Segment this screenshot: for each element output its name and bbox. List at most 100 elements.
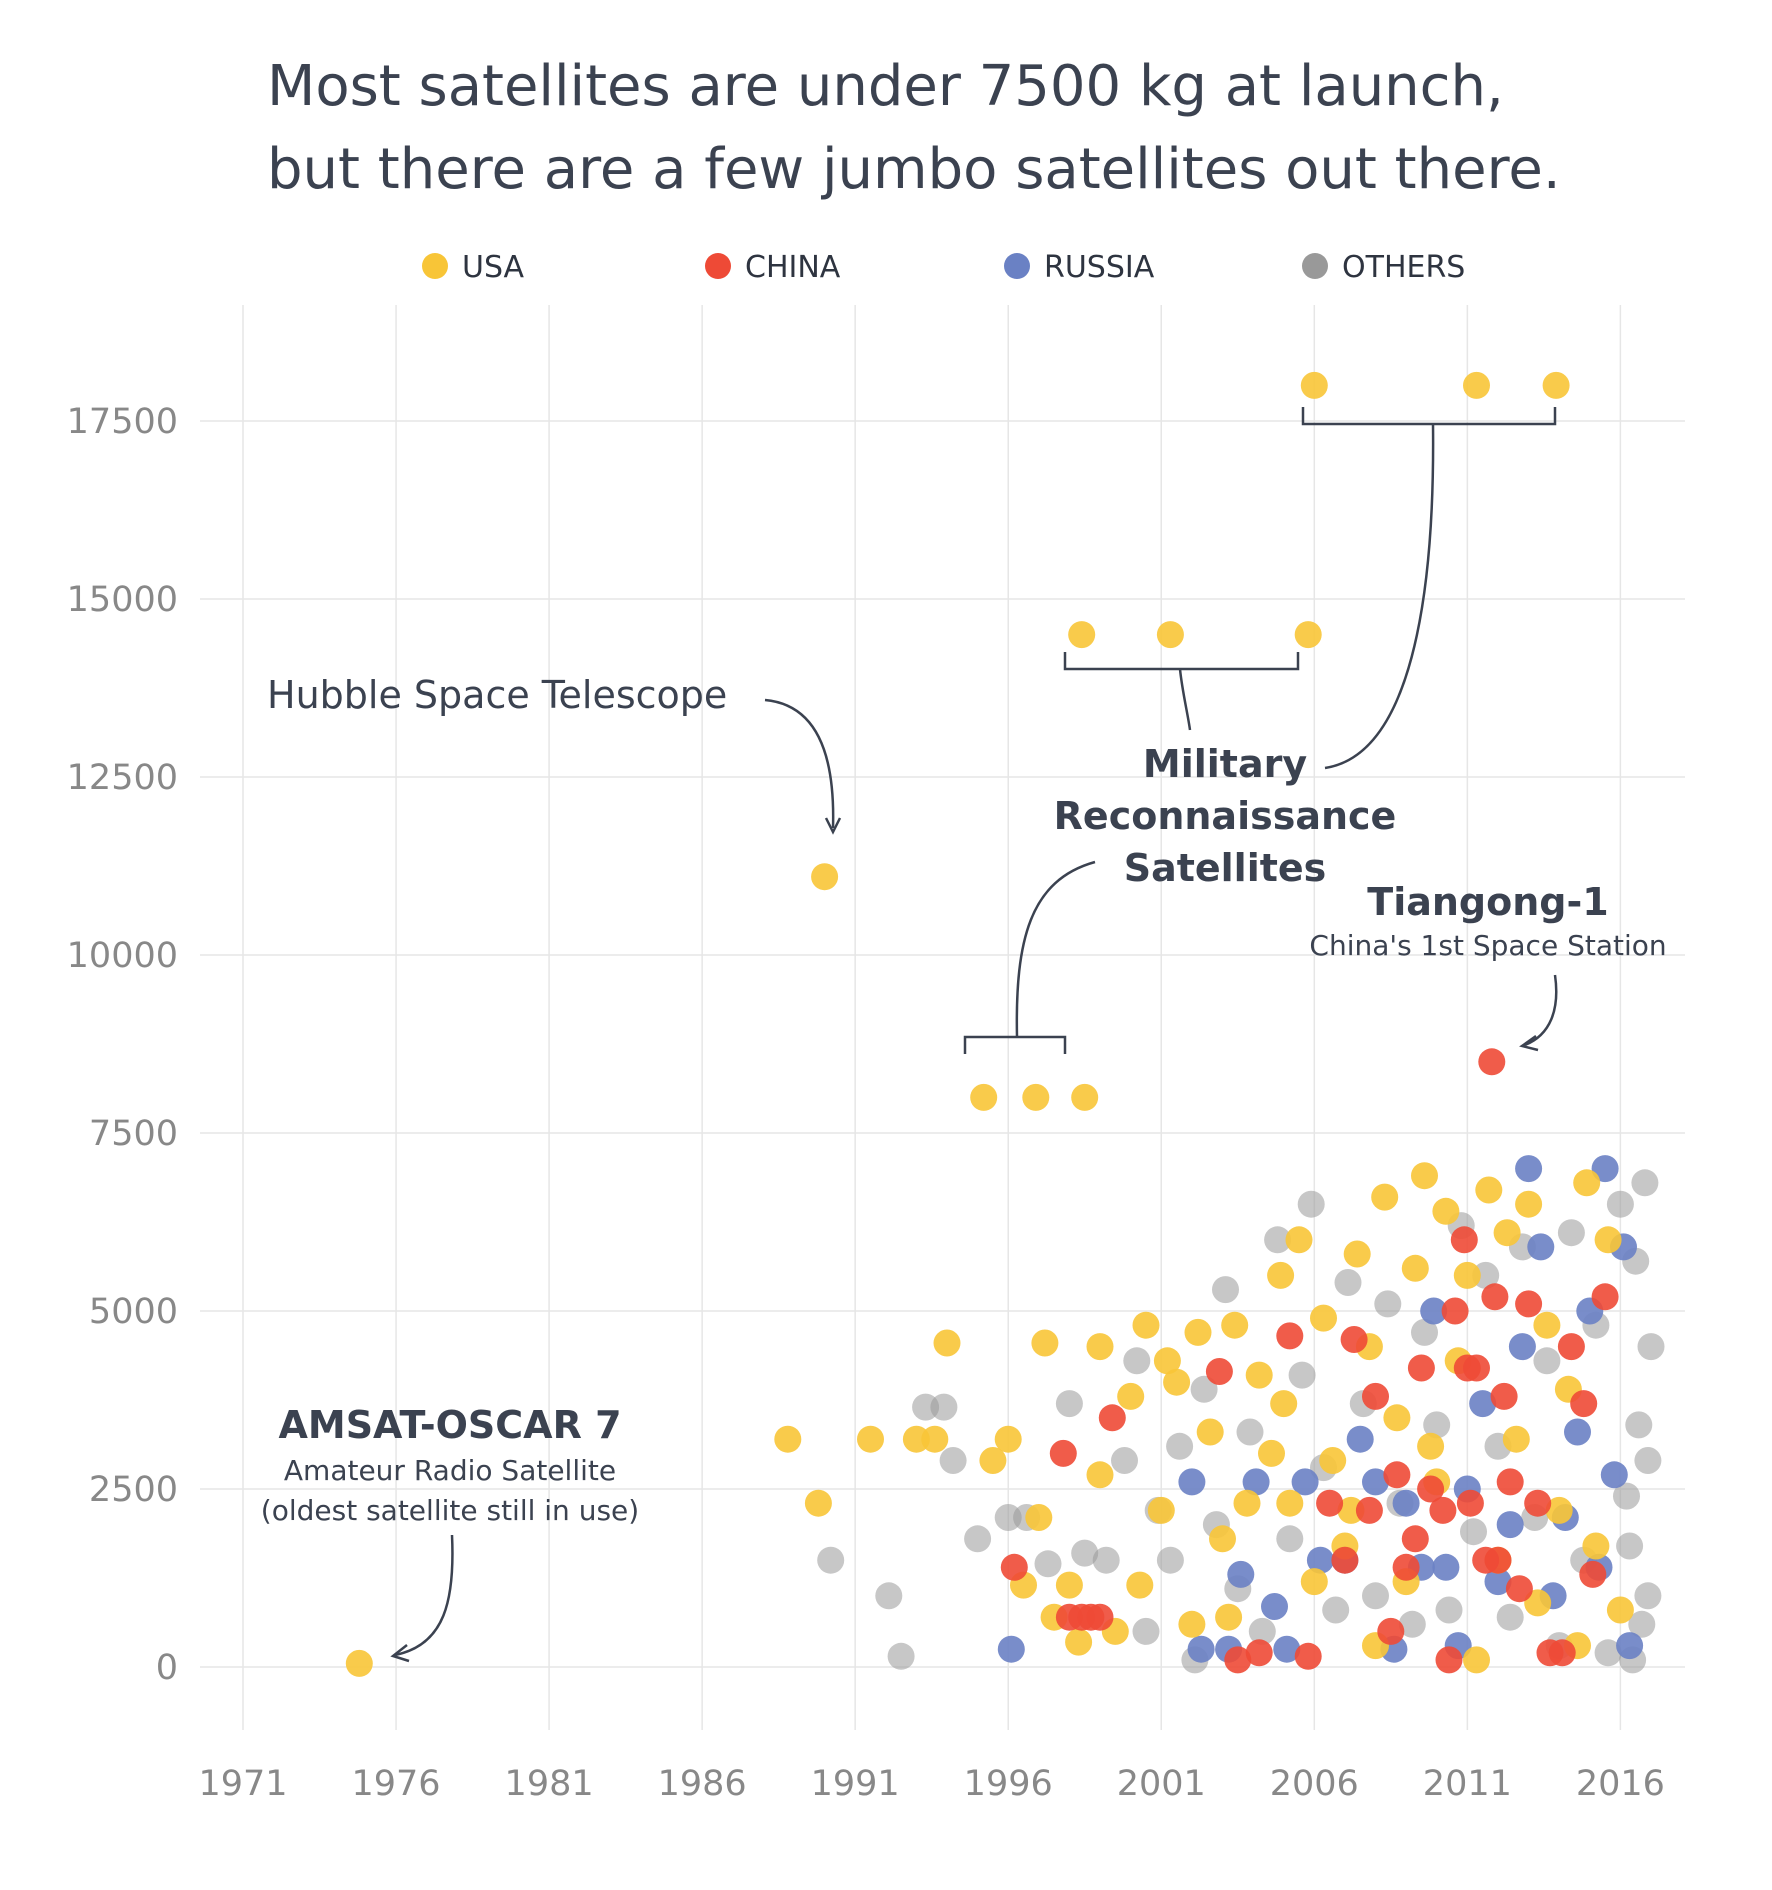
military-label-line-3: Satellites [1124, 846, 1327, 890]
point-others-55 [1613, 1482, 1640, 1510]
point-russia-22 [1496, 1511, 1524, 1539]
point-usa-51 [1371, 1183, 1399, 1211]
point-usa-79 [1417, 1432, 1445, 1460]
point-others-64 [1634, 1447, 1662, 1474]
point-china-42 [1456, 1489, 1484, 1517]
x-tick-label-1981: 1981 [505, 1764, 594, 1804]
x-tick-label-1986: 1986 [658, 1764, 747, 1804]
amsat-arrow [394, 1534, 454, 1657]
point-china-43 [1484, 1546, 1512, 1574]
x-tick-label-1996: 1996 [964, 1764, 1053, 1804]
point-others-38 [1411, 1318, 1438, 1346]
legend: USA CHINA RUSSIA OTHERS [422, 250, 1465, 285]
point-usa-7 [933, 1329, 961, 1357]
point-russia-31 [1591, 1155, 1619, 1183]
x-tick-label-1971: 1971 [198, 1764, 287, 1804]
point-usa-36 [1209, 1525, 1236, 1553]
amsat-sublabel-1: Amateur Radio Satellite [284, 1454, 616, 1487]
point-china-29 [1478, 1048, 1506, 1076]
point-others-20 [1190, 1375, 1218, 1403]
point-usa-18 [1463, 371, 1490, 399]
point-china-40 [1579, 1560, 1607, 1588]
point-others-40 [1435, 1596, 1463, 1624]
legend-usa-marker [422, 253, 448, 279]
point-usa-48 [1343, 1240, 1371, 1268]
x-tick-label-2016: 2016 [1576, 1764, 1665, 1804]
bracket-1998-2006-connector [1178, 668, 1192, 731]
point-usa-6 [921, 1425, 949, 1453]
point-usa-74 [1606, 1596, 1634, 1624]
point-china-15 [1355, 1496, 1383, 1524]
point-usa-11 [1031, 1329, 1059, 1357]
point-usa-22 [1025, 1504, 1053, 1531]
point-china-8 [1224, 1646, 1252, 1674]
point-usa-0 [345, 1649, 373, 1677]
point-usa-33 [1178, 1610, 1206, 1638]
x-tick-label-2011: 2011 [1423, 1764, 1512, 1804]
point-usa-66 [1524, 1589, 1552, 1617]
hubble-arrowhead [824, 817, 842, 835]
point-others-32 [1334, 1269, 1362, 1296]
point-others-42 [1460, 1518, 1487, 1546]
point-usa-26 [1086, 1461, 1114, 1489]
legend-usa-label: USA [462, 250, 525, 285]
point-others-29 [1297, 1190, 1325, 1218]
data-points [345, 371, 1665, 1677]
point-others-26 [1264, 1226, 1292, 1254]
point-usa-24 [1055, 1571, 1083, 1599]
point-others-22 [1212, 1276, 1239, 1304]
point-usa-25 [1065, 1628, 1093, 1656]
point-others-5 [939, 1447, 967, 1474]
point-russia-7 [1273, 1635, 1301, 1663]
point-china-27 [1463, 1354, 1490, 1382]
point-usa-65 [1515, 1190, 1543, 1218]
point-russia-24 [1515, 1155, 1543, 1183]
point-others-0 [817, 1546, 845, 1574]
point-russia-5 [1242, 1468, 1270, 1496]
point-others-4 [930, 1393, 958, 1421]
point-others-34 [1362, 1582, 1389, 1610]
point-usa-1 [774, 1425, 802, 1453]
point-usa-60 [1463, 1646, 1490, 1674]
point-others-27 [1276, 1525, 1304, 1553]
x-tick-label-2001: 2001 [1117, 1764, 1206, 1804]
point-others-12 [1092, 1546, 1120, 1574]
point-usa-72 [1582, 1532, 1610, 1560]
point-usa-39 [1245, 1361, 1273, 1389]
point-others-48 [1533, 1347, 1561, 1375]
point-russia-16 [1420, 1297, 1448, 1325]
point-russia-17 [1432, 1553, 1460, 1581]
amsat-label: AMSAT-OSCAR 7 [278, 1403, 621, 1447]
point-others-28 [1288, 1361, 1316, 1389]
point-others-39 [1423, 1411, 1451, 1439]
x-tick-label-1991: 1991 [811, 1764, 900, 1804]
point-china-11 [1294, 1642, 1322, 1670]
point-usa-8 [970, 1083, 998, 1111]
point-usa-42 [1276, 1489, 1304, 1517]
point-others-63 [1616, 1532, 1644, 1560]
military-label-line-1: Military [1143, 742, 1307, 786]
legend-russia-marker [1004, 253, 1030, 279]
point-russia-8 [1291, 1468, 1319, 1496]
point-others-18 [1166, 1432, 1194, 1460]
point-others-25 [1248, 1617, 1276, 1645]
point-usa-61 [1475, 1176, 1503, 1204]
point-china-39 [1570, 1390, 1598, 1418]
point-usa-17 [1300, 371, 1328, 399]
point-usa-67 [1533, 1311, 1561, 1339]
point-usa-30 [1132, 1311, 1160, 1339]
point-china-10 [1276, 1322, 1304, 1350]
point-usa-29 [1126, 1571, 1154, 1599]
point-russia-28 [1564, 1418, 1591, 1446]
point-others-50 [1557, 1219, 1585, 1247]
point-russia-23 [1508, 1333, 1536, 1361]
military-label-line-2: Reconnaissance [1054, 794, 1397, 838]
point-usa-40 [1258, 1439, 1285, 1467]
y-tick-label-10000: 10000 [67, 936, 178, 976]
point-others-60 [1637, 1333, 1665, 1361]
tiangong-arrow [1524, 974, 1558, 1047]
point-russia-34 [1616, 1632, 1644, 1660]
point-usa-15 [1156, 621, 1184, 649]
point-china-24 [1441, 1297, 1469, 1325]
